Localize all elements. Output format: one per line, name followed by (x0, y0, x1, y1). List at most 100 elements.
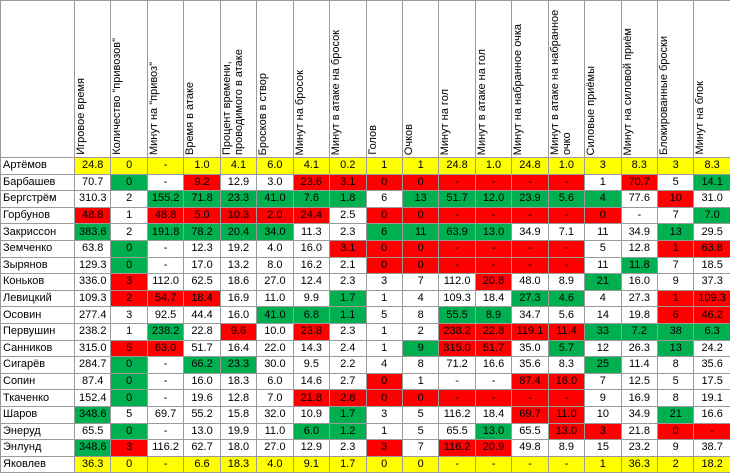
stat-cell: 38.7 (693, 439, 730, 457)
stat-cell: 109.3 (693, 289, 730, 308)
stat-cell: 4 (401, 289, 440, 308)
stat-cell: 70.7 (73, 173, 112, 192)
stat-cell: - (547, 239, 586, 258)
stat-cell: 6 (656, 306, 695, 324)
header-text: Игровое время (75, 78, 87, 155)
stat-cell: 78.2 (183, 223, 221, 241)
stat-cell: 0 (584, 206, 622, 225)
stat-cell: 12 (584, 339, 622, 358)
stat-cell: 2 (110, 223, 148, 241)
player-row: Барбашев 70.7 0-9.2 12.9 3.0 23.6 3.1 0 0- - - -1 70… (0, 173, 730, 192)
column-header: Очков (401, 0, 440, 158)
stat-cell: 8 (656, 356, 695, 374)
stat-cell: 20.4 (219, 223, 258, 241)
stat-cell: 12.8 (620, 239, 659, 258)
stat-cell: 55.2 (183, 405, 221, 424)
stat-cell: 66.2 (183, 356, 221, 374)
player-row: Бергстрём 310.3 2 155.2 71.8 23.3 41.0 7.6 1.8 6 1… (0, 190, 730, 208)
stat-cell: 23.9 (511, 190, 549, 208)
stat-cell: 15 (584, 439, 622, 457)
stat-cell: - (547, 389, 586, 407)
stat-cell: 51.7 (183, 339, 221, 358)
stat-cell: 277.4 (73, 306, 112, 324)
stat-cell: 11.3 (292, 223, 331, 241)
stat-cell: 16.9 (620, 389, 659, 407)
stat-cell: - (146, 372, 185, 391)
column-header: Блокированные броски (656, 0, 695, 158)
stat-cell: - (146, 422, 185, 441)
stat-cell: 1 (584, 455, 622, 474)
stat-cell: 3.1 (329, 239, 367, 258)
stat-cell: 155.2 (146, 190, 185, 208)
stat-cell: - (146, 455, 185, 474)
stat-cell: 19.9 (219, 422, 258, 441)
stat-cell: - (474, 239, 513, 258)
stat-cell: 2.4 (329, 339, 367, 358)
stat-cell: 7.6 (292, 190, 331, 208)
stat-cell: 1 (656, 239, 695, 258)
header-text: Количество "привозов" (111, 38, 124, 155)
stat-cell: 4 (584, 289, 622, 308)
stat-cell: - (146, 389, 185, 407)
player-name: Шаров (0, 405, 75, 424)
stat-cell: 0 (656, 422, 695, 441)
column-header: Минут в атаке на набранное очко (547, 0, 586, 158)
player-name: Сопин (0, 372, 75, 391)
stat-cell: 18.2 (693, 455, 730, 474)
stat-cell: 116.2 (438, 405, 476, 424)
player-row: Сигарёв 284.7 0-66.2 23.3 30.0 9.5 2.2 4 8 71.2 16… (0, 356, 730, 374)
stat-cell: 51.7 (474, 339, 513, 358)
stat-cell: 16.6 (474, 356, 513, 374)
stat-cell: 5 (656, 173, 695, 192)
stat-cell: 1 (365, 322, 403, 341)
header-row: Игровое время Количество "привозов" Минут … (0, 0, 730, 158)
header-text: Минут на бросок (293, 69, 306, 155)
player-name: Ткаченко (0, 389, 75, 407)
stat-cell: 315.0 (73, 339, 112, 358)
stat-cell: 9 (401, 339, 440, 358)
stat-cell: 48.8 (73, 206, 112, 225)
stat-cell: 18.6 (219, 273, 258, 291)
player-row: Горбунов 48.8 1 48.8 5.0 10.3 2.0 24.4 2.5 0 0- - - -… (0, 206, 730, 225)
stat-cell: 8.3 (620, 157, 659, 175)
stat-cell: 1 (401, 372, 440, 391)
stat-cell: 348.6 (73, 439, 112, 457)
header-text: Бросков в створ (257, 72, 270, 155)
column-header: Минут на гол (438, 0, 476, 158)
stat-cell: 1 (365, 422, 403, 441)
stat-cell: - (438, 372, 476, 391)
stat-cell: 6.0 (256, 372, 294, 391)
stat-cell: 0 (365, 256, 403, 275)
stat-cell: 16.9 (219, 289, 258, 308)
column-header: Силовые приёмы (584, 0, 622, 158)
stat-cell: 17.5 (693, 372, 730, 391)
stat-cell: 11.0 (547, 405, 586, 424)
stat-cell: 21 (656, 405, 695, 424)
player-row: Артёмов 24.8 0-1.0 4.1 6.0 4.1 0.2 1 1 24.8 1.0 24.… (0, 157, 730, 175)
stat-cell: - (474, 206, 513, 225)
stat-cell: 27.0 (256, 439, 294, 457)
stat-cell: 2.3 (329, 273, 367, 291)
header-text: Минут на силовой приём (621, 27, 634, 155)
column-header: Игровое время (73, 0, 112, 158)
player-row: Земченко 63.8 0-12.3 19.2 4.0 16.0 3.1 0 0- - - -5 1… (0, 239, 730, 258)
stat-cell: 4.6 (547, 289, 586, 308)
stat-cell: 4 (584, 190, 622, 208)
stat-cell: 24.8 (438, 157, 476, 175)
stat-cell: 0 (110, 157, 148, 175)
player-row: Первушин 238.2 1 238.2 22.8 9.6 10.0 23.8 2.3 1 2 2… (0, 322, 730, 341)
stat-cell: - (620, 206, 659, 225)
stat-cell: 119.1 (511, 322, 549, 341)
stat-cell: 34.9 (511, 223, 549, 241)
stat-cell: 2 (110, 190, 148, 208)
stat-cell: 8.9 (547, 273, 586, 291)
stat-cell: - (146, 157, 185, 175)
stat-cell: 5.7 (547, 339, 586, 358)
stat-cell: 0 (365, 206, 403, 225)
column-header: Количество "привозов" (110, 0, 148, 158)
stat-cell: 27.0 (256, 273, 294, 291)
header-text: Минут на гол (439, 88, 452, 155)
stat-cell: 116.2 (146, 439, 185, 457)
stat-cell: 9.9 (292, 289, 331, 308)
stat-cell: 9.5 (292, 356, 331, 374)
